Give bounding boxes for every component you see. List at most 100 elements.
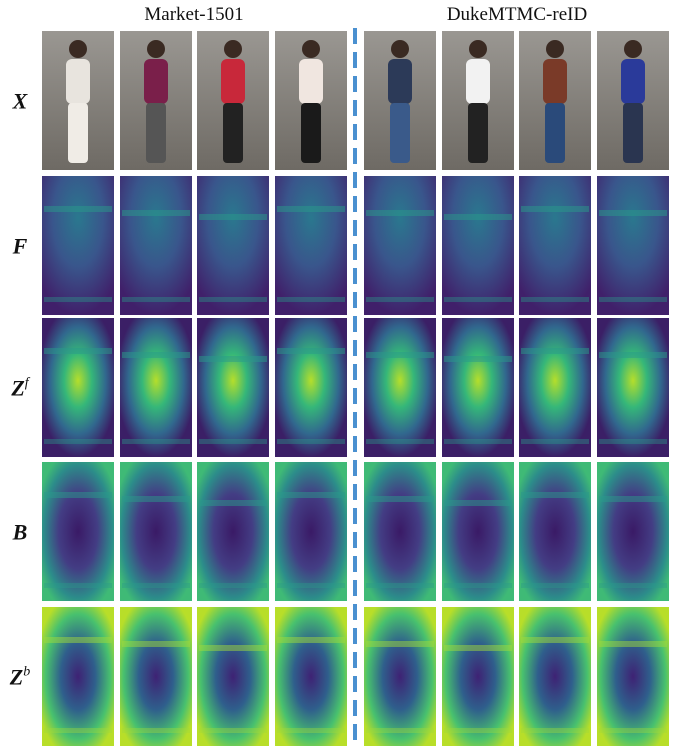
person-legs <box>390 103 410 163</box>
heatmap-band <box>444 728 512 733</box>
heatmap-band <box>366 496 434 502</box>
heatmap-band <box>366 352 434 358</box>
heatmap <box>519 318 591 457</box>
heatmap-band <box>122 641 190 647</box>
heatmap-band <box>599 583 667 588</box>
heatmap-band <box>366 583 434 588</box>
person-torso <box>466 59 490 104</box>
person-torso <box>299 59 323 104</box>
heatmap-band <box>44 583 112 588</box>
heatmap-band <box>277 348 345 354</box>
row-label: Zf <box>10 376 30 401</box>
heatmap <box>120 176 192 315</box>
heatmap-band <box>122 583 190 588</box>
heatmap <box>120 462 192 601</box>
heatmap-band <box>199 583 267 588</box>
heatmap-band <box>277 297 345 302</box>
heatmap <box>275 318 347 457</box>
heatmap <box>597 607 669 746</box>
heatmap-band <box>366 641 434 647</box>
heatmap <box>42 607 114 746</box>
heatmap <box>197 318 269 457</box>
heatmap-band <box>599 297 667 302</box>
heatmap <box>197 607 269 746</box>
heatmap-band <box>122 297 190 302</box>
person-head <box>391 40 409 58</box>
heatmap <box>519 176 591 315</box>
heatmap-band <box>599 641 667 647</box>
row-label: B <box>12 520 28 545</box>
person-legs <box>468 103 488 163</box>
person-head <box>147 40 165 58</box>
figure: Market-1501 DukeMTMC-reID XFZfBZb <box>0 0 681 748</box>
person-legs <box>68 103 88 163</box>
person-head <box>469 40 487 58</box>
row-label-main: F <box>12 234 28 259</box>
heatmap <box>519 607 591 746</box>
row-label-main: Z <box>9 665 23 690</box>
heatmap-band <box>277 583 345 588</box>
row-label-superscript: b <box>23 665 30 680</box>
heatmap-band <box>521 637 589 643</box>
heatmap-band <box>444 645 512 651</box>
heatmap-band <box>444 214 512 220</box>
heatmap-band <box>199 500 267 506</box>
heatmap-band <box>444 356 512 362</box>
heatmap <box>120 607 192 746</box>
heatmap-band <box>599 728 667 733</box>
heatmap-band <box>366 728 434 733</box>
row-label: Zb <box>9 665 30 690</box>
heatmap <box>442 462 514 601</box>
heatmap <box>42 176 114 315</box>
heatmap <box>442 607 514 746</box>
heatmap-band <box>366 210 434 216</box>
heatmap-band <box>277 637 345 643</box>
heatmap-band <box>44 492 112 498</box>
heatmap-band <box>599 496 667 502</box>
person-torso <box>388 59 412 104</box>
row-label-main: X <box>12 89 29 114</box>
heatmap-band <box>122 728 190 733</box>
heatmap-band <box>521 728 589 733</box>
heatmap <box>275 607 347 746</box>
heatmap-band <box>199 214 267 220</box>
dataset-title: DukeMTMC-reID <box>447 4 587 25</box>
heatmap-band <box>44 297 112 302</box>
heatmap-band <box>521 583 589 588</box>
heatmap <box>197 462 269 601</box>
heatmap-band <box>199 439 267 444</box>
heatmap-band <box>44 439 112 444</box>
heatmap-band <box>122 352 190 358</box>
heatmap <box>275 462 347 601</box>
person-legs <box>545 103 565 163</box>
person-torso <box>621 59 645 104</box>
person-torso <box>221 59 245 104</box>
person-legs <box>623 103 643 163</box>
heatmap-band <box>521 297 589 302</box>
person-legs <box>301 103 321 163</box>
heatmap-band <box>122 496 190 502</box>
heatmap-band <box>521 439 589 444</box>
heatmap-band <box>366 297 434 302</box>
heatmap-band <box>199 356 267 362</box>
row-label-main: Z <box>10 376 24 401</box>
heatmap <box>519 462 591 601</box>
person-legs <box>223 103 243 163</box>
row-label: X <box>12 89 29 114</box>
heatmap-band <box>199 728 267 733</box>
heatmap <box>597 176 669 315</box>
heatmap-band <box>122 439 190 444</box>
person-head <box>546 40 564 58</box>
heatmap-band <box>277 439 345 444</box>
heatmap-band <box>521 492 589 498</box>
heatmap-band <box>44 728 112 733</box>
heatmap-band <box>521 348 589 354</box>
heatmap <box>275 176 347 315</box>
heatmap <box>197 176 269 315</box>
heatmap-band <box>277 492 345 498</box>
row-label-main: B <box>12 520 28 545</box>
heatmap-band <box>444 439 512 444</box>
heatmap-band <box>521 206 589 212</box>
heatmap-band <box>444 583 512 588</box>
heatmap-band <box>277 206 345 212</box>
